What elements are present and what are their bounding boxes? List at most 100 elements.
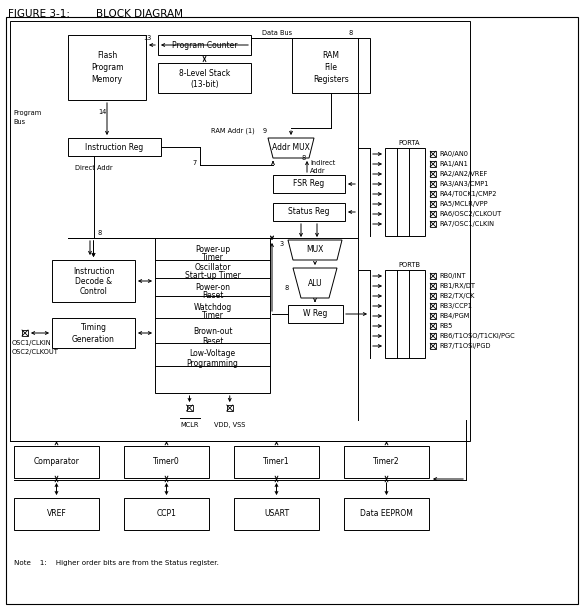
Text: Reset: Reset (202, 291, 223, 299)
Text: 13: 13 (144, 35, 152, 41)
Text: File: File (325, 63, 338, 73)
Text: Program: Program (13, 110, 42, 116)
Text: Direct Addr: Direct Addr (75, 165, 113, 171)
Text: (13-bit): (13-bit) (190, 79, 219, 89)
Bar (292, 38, 370, 93)
Bar (52, 318, 135, 348)
Text: 7: 7 (193, 160, 197, 166)
Bar (155, 238, 270, 393)
Text: Memory: Memory (91, 75, 122, 84)
Text: 8: 8 (302, 155, 306, 161)
Text: RB2/TX/CK: RB2/TX/CK (439, 293, 474, 299)
Text: Decode &: Decode & (75, 277, 112, 286)
Bar (430, 181, 436, 187)
Text: RB5: RB5 (439, 323, 452, 329)
Text: PORTA: PORTA (398, 140, 419, 146)
Text: Instruction Reg: Instruction Reg (85, 142, 144, 152)
Polygon shape (293, 268, 337, 298)
Polygon shape (288, 240, 342, 260)
Text: 3: 3 (280, 241, 284, 247)
Text: VDD, VSS: VDD, VSS (214, 422, 246, 428)
Text: Timing: Timing (81, 323, 106, 333)
Text: 9: 9 (263, 128, 267, 134)
Bar (430, 211, 436, 217)
Bar (158, 63, 251, 93)
Text: MUX: MUX (307, 246, 324, 254)
Bar (234, 498, 319, 530)
Text: 8: 8 (98, 230, 102, 236)
Text: Addr MUX: Addr MUX (272, 144, 310, 153)
Bar (430, 303, 436, 309)
Bar (68, 138, 161, 156)
Bar (430, 314, 436, 318)
Bar (124, 446, 209, 478)
Text: RAM Addr (1): RAM Addr (1) (211, 128, 255, 134)
Text: RA0/AN0: RA0/AN0 (439, 151, 468, 157)
Text: RB7/T1OSI/PGD: RB7/T1OSI/PGD (439, 343, 490, 349)
Text: RB6/T1OSO/T1CKI/PGC: RB6/T1OSO/T1CKI/PGC (439, 333, 515, 339)
Text: RA6/OSC2/CLKOUT: RA6/OSC2/CLKOUT (439, 211, 501, 217)
Text: Watchdog: Watchdog (194, 302, 232, 312)
Bar (430, 221, 436, 227)
Bar (10, 21, 470, 441)
Bar (14, 446, 99, 478)
Text: USART: USART (264, 509, 289, 519)
Text: 8: 8 (285, 285, 289, 291)
Text: ALU: ALU (308, 278, 322, 288)
Text: Reset: Reset (202, 336, 223, 346)
Bar (22, 330, 28, 336)
Bar (344, 498, 429, 530)
Text: Generation: Generation (72, 334, 115, 344)
Text: RA2/AN2/VREF: RA2/AN2/VREF (439, 171, 487, 177)
Text: Program: Program (91, 62, 123, 71)
Text: OSC2/CLKOUT: OSC2/CLKOUT (12, 349, 59, 355)
Text: OSC1/CLKIN: OSC1/CLKIN (12, 340, 51, 346)
Bar (273, 175, 345, 193)
Text: Power-up: Power-up (195, 245, 230, 254)
Text: Power-on: Power-on (195, 283, 230, 291)
Bar (68, 35, 146, 100)
Text: Data Bus: Data Bus (262, 30, 292, 36)
Text: RA1/AN1: RA1/AN1 (439, 161, 468, 167)
Text: CCP1: CCP1 (157, 509, 177, 519)
Text: RB4/PGM: RB4/PGM (439, 313, 469, 319)
Text: RA5/MCLR/VPP: RA5/MCLR/VPP (439, 201, 488, 207)
Text: RB0/INT: RB0/INT (439, 273, 466, 279)
Bar (344, 446, 429, 478)
Text: Comparator: Comparator (33, 458, 80, 466)
Bar (187, 405, 192, 411)
Text: Timer0: Timer0 (153, 458, 180, 466)
Text: FIGURE 3-1:        BLOCK DIAGRAM: FIGURE 3-1: BLOCK DIAGRAM (8, 9, 183, 19)
Text: 14: 14 (98, 109, 106, 115)
Bar (430, 161, 436, 167)
Text: Timer2: Timer2 (373, 458, 400, 466)
Text: Indirect: Indirect (310, 160, 335, 166)
Text: Start-up Timer: Start-up Timer (185, 272, 240, 280)
Polygon shape (268, 138, 314, 158)
Text: RA4/T0CK1/CMP2: RA4/T0CK1/CMP2 (439, 191, 497, 197)
Text: Oscillator: Oscillator (194, 264, 230, 272)
Text: 8: 8 (349, 30, 353, 36)
Text: RB3/CCP1: RB3/CCP1 (439, 303, 472, 309)
Bar (430, 152, 436, 156)
Text: Low-Voltage: Low-Voltage (190, 349, 236, 359)
Bar (273, 203, 345, 221)
Bar (288, 305, 343, 323)
Text: PORTB: PORTB (398, 262, 420, 268)
Bar (385, 270, 425, 358)
Bar (124, 498, 209, 530)
Bar (227, 405, 233, 411)
Text: Timer1: Timer1 (263, 458, 290, 466)
Text: W Reg: W Reg (303, 309, 328, 318)
Text: Status Reg: Status Reg (288, 208, 330, 216)
Text: MCLR: MCLR (180, 422, 199, 428)
Text: Bus: Bus (13, 119, 25, 125)
Text: RA3/AN3/CMP1: RA3/AN3/CMP1 (439, 181, 488, 187)
Text: Control: Control (80, 288, 108, 296)
Bar (14, 498, 99, 530)
Text: Instruction: Instruction (73, 267, 114, 277)
Text: RA7/OSC1/CLKIN: RA7/OSC1/CLKIN (439, 221, 494, 227)
Text: Brown-out: Brown-out (192, 328, 232, 336)
Text: Timer: Timer (202, 312, 223, 320)
Bar (430, 201, 436, 207)
